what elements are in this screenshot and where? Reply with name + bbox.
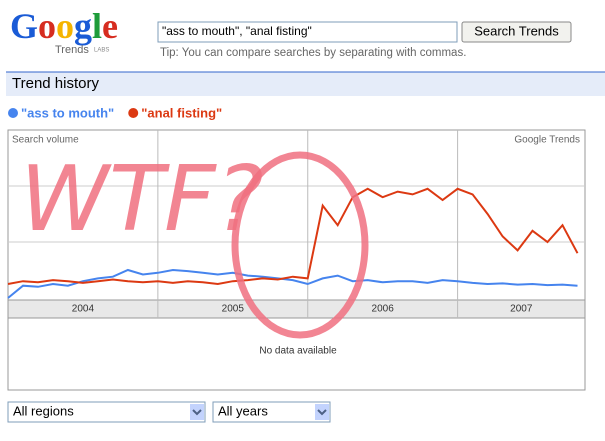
search-query: "ass to mouth", "anal fisting" bbox=[162, 24, 312, 38]
x-tick-label: 2004 bbox=[72, 304, 95, 315]
logo: Google bbox=[10, 6, 118, 46]
search-button[interactable] bbox=[461, 21, 572, 43]
years-select[interactable] bbox=[212, 401, 331, 423]
scribble-circle bbox=[231, 151, 369, 339]
search-button-label: Search Trends bbox=[474, 23, 559, 38]
search-input[interactable] bbox=[157, 21, 458, 43]
year-band bbox=[7, 299, 586, 319]
legend-swatch bbox=[8, 108, 18, 118]
legend-swatch bbox=[128, 108, 139, 118]
x-tick-label: 2007 bbox=[510, 304, 533, 315]
x-tick-label: 2005 bbox=[222, 304, 245, 315]
section-title: Trend history bbox=[12, 75, 99, 92]
no-data: No data available bbox=[259, 346, 337, 357]
regions-arrow-icon bbox=[192, 409, 202, 416]
regions-label: All regions bbox=[13, 403, 74, 418]
years-label: All years bbox=[218, 403, 268, 418]
regions-select[interactable] bbox=[7, 401, 206, 423]
chart-frame bbox=[7, 129, 586, 391]
years-arrow-icon bbox=[317, 409, 327, 416]
y-label: Search volume bbox=[12, 135, 79, 146]
series-line bbox=[7, 187, 579, 286]
regions-arrow[interactable] bbox=[190, 404, 204, 420]
annotation: WTF? bbox=[20, 147, 264, 252]
section-bar bbox=[6, 72, 605, 96]
years-arrow[interactable] bbox=[315, 404, 329, 420]
logo-sub: Trends bbox=[55, 44, 89, 56]
tip: Tip: You can compare searches by separat… bbox=[160, 47, 466, 59]
x-tick-label: 2006 bbox=[372, 304, 395, 315]
logo-labs: LABS bbox=[94, 48, 109, 54]
plot: 2004 2005 2006 2007 bbox=[7, 130, 585, 318]
watermark: Google Trends bbox=[514, 135, 580, 146]
legend-label: "anal fisting" bbox=[141, 105, 222, 120]
series-line bbox=[7, 268, 578, 299]
legend-label: "ass to mouth" bbox=[21, 105, 114, 120]
